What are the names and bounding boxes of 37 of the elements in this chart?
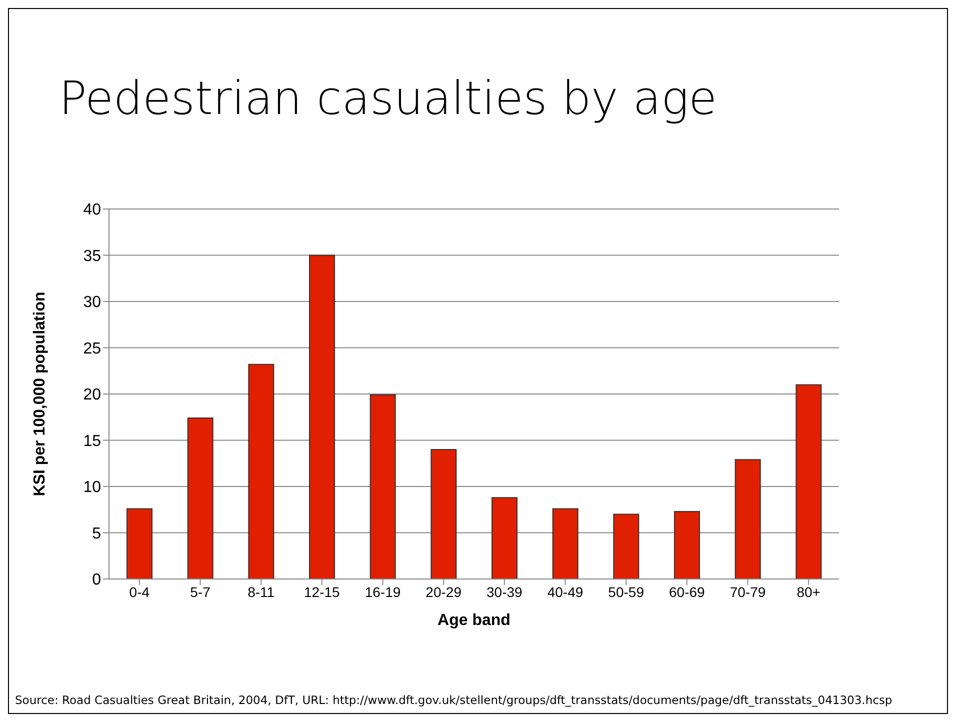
bar bbox=[187, 418, 214, 579]
y-tick-label: 5 bbox=[92, 525, 102, 542]
chart-title: Pedestrian casualties by age bbox=[59, 71, 717, 125]
x-tick-label: 8-11 bbox=[248, 584, 275, 600]
y-axis-title: KSI per 100,000 population bbox=[32, 292, 49, 496]
bar bbox=[370, 394, 396, 579]
y-tick-label: 40 bbox=[83, 202, 102, 219]
x-tick-label: 16-19 bbox=[364, 584, 401, 600]
bar bbox=[796, 384, 822, 579]
y-tick-label: 25 bbox=[83, 340, 102, 358]
x-axis-title: Age band bbox=[438, 612, 510, 629]
y-tick-label: 35 bbox=[83, 248, 102, 265]
x-tick-label: 50-59 bbox=[608, 584, 644, 600]
x-tick-label: 12-15 bbox=[304, 584, 340, 600]
x-tick-label: 80+ bbox=[796, 584, 820, 600]
x-tick-label: 30-39 bbox=[486, 584, 523, 600]
bar bbox=[674, 510, 700, 579]
y-tick-label: 10 bbox=[83, 479, 102, 496]
x-tick-label: 20-29 bbox=[426, 584, 462, 600]
bar bbox=[613, 514, 640, 579]
x-tick-label: 70-79 bbox=[730, 584, 766, 600]
x-tick-label: 40-49 bbox=[547, 584, 584, 600]
y-tick-label: 0 bbox=[92, 572, 102, 589]
y-tick-label: 15 bbox=[83, 432, 102, 450]
bar bbox=[309, 254, 335, 579]
bar bbox=[248, 364, 274, 579]
source-note: Source: Road Casualties Great Britain, 2004, DfT, URL: http://www.dft.gov.uk/stellent/groups/dft_transstats/documents/page/dft_transstats_041303.hcsp bbox=[15, 693, 892, 707]
bar bbox=[126, 508, 152, 579]
bar bbox=[734, 459, 761, 579]
bar bbox=[552, 508, 578, 579]
y-tick-label: 20 bbox=[83, 386, 102, 404]
bar bbox=[492, 497, 518, 579]
y-tick-label: 30 bbox=[83, 294, 102, 312]
x-tick-label: 60-69 bbox=[669, 584, 706, 600]
x-tick-label: 5-7 bbox=[190, 584, 211, 600]
x-tick-label: 0-4 bbox=[129, 584, 150, 600]
bar bbox=[430, 449, 457, 579]
